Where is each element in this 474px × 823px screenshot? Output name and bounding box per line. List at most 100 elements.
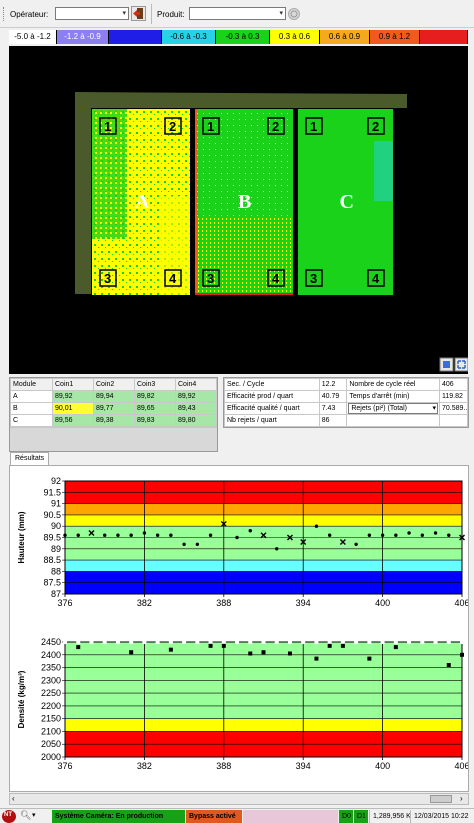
- scale-cell: -1.2 à -0.9: [57, 30, 109, 44]
- data-point: [142, 531, 147, 535]
- y-tick-label: 92: [51, 476, 61, 486]
- data-point-max: [393, 640, 398, 644]
- table-row: Efficacité qualité / quart 7.43 Rejets (pi…: [224, 402, 469, 415]
- data-point-max: [115, 640, 120, 644]
- data-point: [327, 643, 332, 648]
- login-icon: [133, 8, 143, 19]
- module-letter: A: [135, 191, 150, 213]
- data-point: [446, 663, 451, 667]
- data-point: [220, 520, 227, 527]
- corner-box: [99, 269, 117, 287]
- search-icon[interactable]: 🔍︎: [20, 810, 32, 820]
- x-tick-label: 394: [296, 598, 311, 608]
- stat-value: [438, 414, 469, 427]
- results-panel: 87 87.5 88 88.5 89 89.5 90 90.5 91 91.5 92 376 382 38…: [9, 465, 469, 792]
- tolerance-band: [65, 718, 462, 732]
- corner-number: 4: [169, 271, 177, 286]
- data-point: [300, 539, 307, 546]
- table-row[interactable]: B 90,01 89,77 89,65 89,43: [10, 402, 217, 415]
- x-tick-label: 394: [296, 761, 311, 771]
- scan-image: A 1 2 3 4 B 1 2 3 4 C 1 2 3 4: [75, 92, 468, 372]
- data-point: [168, 647, 173, 652]
- corner-box: [367, 117, 385, 135]
- data-point: [155, 533, 160, 537]
- column-header[interactable]: Coin4: [175, 378, 217, 391]
- fullscreen-button[interactable]: [454, 357, 468, 372]
- data-point-max: [261, 640, 266, 644]
- y-tick-label: 89: [51, 544, 61, 554]
- d1-indicator: D1: [354, 810, 368, 823]
- data-point: [447, 533, 451, 537]
- data-point-max: [182, 640, 187, 644]
- scroll-thumb[interactable]: [430, 795, 452, 803]
- data-point: [103, 533, 107, 537]
- scroll-left-icon[interactable]: ‹: [12, 794, 15, 803]
- y-tick-label: 87: [51, 589, 61, 599]
- data-point: [460, 652, 464, 657]
- x-tick-label: 388: [216, 598, 231, 608]
- product-label: Produit:: [157, 10, 185, 19]
- data-point: [367, 533, 372, 537]
- data-point: [208, 643, 213, 648]
- column-header[interactable]: Coin1: [52, 378, 94, 391]
- tolerance-band: [65, 514, 462, 527]
- data-point-max: [380, 640, 385, 644]
- data-point-max: [63, 640, 67, 644]
- horizontal-scrollbar[interactable]: ‹ ›: [9, 793, 469, 805]
- data-point-max: [340, 640, 345, 644]
- data-point-max: [129, 640, 134, 644]
- x-tick-label: 406: [454, 761, 468, 771]
- chevron-down-icon: ▾: [279, 10, 283, 17]
- d0-indicator: D0: [339, 810, 353, 823]
- corner-value-cell: 89,92: [175, 390, 217, 403]
- stat-label: Nombre de cycle réel: [346, 378, 440, 391]
- refresh-icon: [290, 10, 298, 18]
- column-header[interactable]: Coin2: [93, 378, 135, 391]
- x-tick-label: 400: [375, 598, 390, 608]
- module-a-region: [92, 109, 190, 295]
- y-tick-label: 2300: [41, 675, 61, 685]
- operator-select[interactable]: ▾: [55, 7, 129, 20]
- product-select[interactable]: ▾: [189, 7, 286, 20]
- data-point-max: [195, 640, 200, 644]
- data-point-max: [274, 640, 279, 644]
- data-point: [221, 643, 226, 648]
- stat-value: 406: [438, 378, 469, 391]
- column-header[interactable]: Coin3: [134, 378, 176, 391]
- rejects-select[interactable]: Rejets (pi²) (Total) ▾: [348, 403, 438, 414]
- logo-text: NT: [4, 812, 12, 818]
- login-button[interactable]: [131, 6, 146, 21]
- table-row: Efficacité prod / quart 40.79 Temps d'arrê…: [224, 390, 469, 403]
- operator-label: Opérateur:: [10, 10, 49, 19]
- y-tick-label: 87.5: [43, 578, 61, 588]
- corner-number: 4: [372, 271, 380, 286]
- density-chart: 2000 2050 2100 2150 2200 2250 2300 2350 2400 2450…: [17, 637, 468, 771]
- refresh-button[interactable]: [288, 8, 300, 20]
- camera-image-viewer[interactable]: A 1 2 3 4 B 1 2 3 4 C 1 2 3 4: [9, 46, 468, 374]
- data-point: [76, 645, 81, 650]
- data-point-max: [367, 640, 372, 644]
- data-point: [340, 643, 345, 648]
- y-tick-label: 91.5: [43, 487, 61, 497]
- stat-label: Rejets (pi²) (Total) ▾: [346, 402, 440, 415]
- corner-number: 1: [207, 119, 214, 134]
- module-b-region: [195, 109, 293, 295]
- view-toggle-button[interactable]: [439, 357, 454, 372]
- data-point-max: [407, 640, 412, 644]
- table-row[interactable]: C 89,56 89,38 89,83 89,80: [10, 414, 217, 427]
- x-tick-label: 400: [375, 761, 390, 771]
- data-point-max: [446, 640, 451, 644]
- data-point: [394, 533, 398, 537]
- tab-results[interactable]: Résultats: [10, 452, 50, 466]
- x-tick-label: 376: [57, 598, 72, 608]
- data-point-max: [168, 640, 173, 644]
- y-tick-label: 90.5: [43, 510, 61, 520]
- table-row[interactable]: A 89,92 89,94 89,82 89,92: [10, 390, 217, 403]
- scroll-right-icon[interactable]: ›: [460, 794, 463, 803]
- data-point-max: [89, 640, 94, 644]
- y-tick-label: 88.5: [43, 555, 61, 565]
- chevron-down-icon[interactable]: ▾: [32, 812, 36, 819]
- column-header[interactable]: Module: [10, 378, 53, 391]
- corner-number: 3: [310, 271, 317, 286]
- data-point: [169, 533, 173, 537]
